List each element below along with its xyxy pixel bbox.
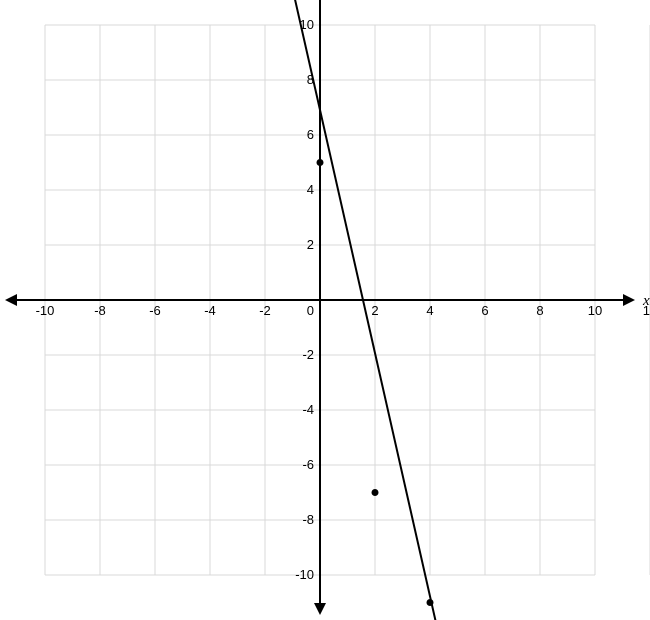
x-tick-label: -10 — [36, 303, 55, 318]
y-tick-label: 2 — [307, 237, 314, 252]
y-tick-label: -2 — [302, 347, 314, 362]
x-tick-label: -6 — [149, 303, 161, 318]
y-tick-label: -4 — [302, 402, 314, 417]
y-axis-arrow-down — [314, 603, 326, 615]
origin-label: 0 — [307, 303, 314, 318]
y-tick-label: -6 — [302, 457, 314, 472]
y-tick-label: -10 — [295, 567, 314, 582]
x-axis-label: x — [642, 293, 650, 309]
x-axis-arrow-right — [623, 294, 635, 306]
y-tick-label: -8 — [302, 512, 314, 527]
y-tick-label: 4 — [307, 182, 314, 197]
x-tick-label: 6 — [481, 303, 488, 318]
x-axis-arrow-left — [5, 294, 17, 306]
x-tick-label: -8 — [94, 303, 106, 318]
data-point — [427, 599, 434, 606]
chart-svg: -20-18-16-14-12-10-8-6-4-202468101214161… — [0, 0, 650, 620]
x-tick-label: -2 — [259, 303, 271, 318]
data-point — [372, 489, 379, 496]
y-tick-label: 6 — [307, 127, 314, 142]
x-tick-label: -4 — [204, 303, 216, 318]
x-tick-label: 10 — [588, 303, 602, 318]
x-tick-label: 4 — [426, 303, 433, 318]
x-tick-label: 2 — [371, 303, 378, 318]
line-chart: -20-18-16-14-12-10-8-6-4-202468101214161… — [0, 0, 650, 620]
x-tick-label: 8 — [536, 303, 543, 318]
data-point — [317, 159, 324, 166]
